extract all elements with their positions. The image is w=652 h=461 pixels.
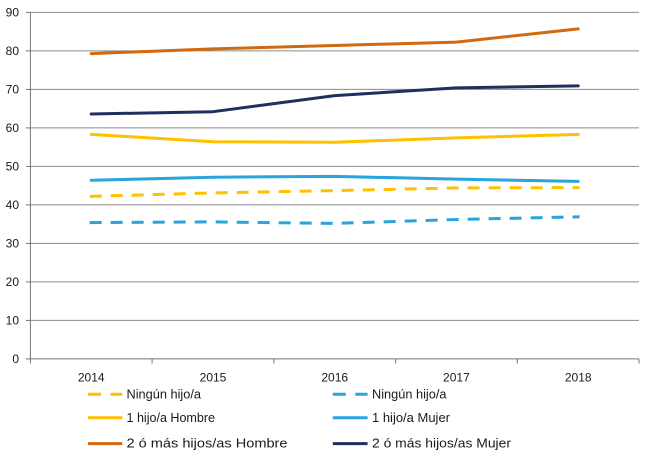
- svg-text:2017: 2017: [443, 371, 470, 385]
- svg-text:40: 40: [6, 198, 20, 212]
- svg-text:Ningún hijo/a: Ningún hijo/a: [127, 386, 202, 401]
- svg-text:0: 0: [12, 352, 19, 366]
- svg-text:2018: 2018: [565, 371, 592, 385]
- svg-text:70: 70: [6, 83, 20, 97]
- svg-text:80: 80: [6, 44, 20, 58]
- svg-text:1 hijo/a Mujer: 1 hijo/a Mujer: [372, 410, 451, 425]
- svg-text:2014: 2014: [78, 371, 105, 385]
- svg-text:30: 30: [6, 237, 20, 251]
- svg-text:2015: 2015: [200, 371, 227, 385]
- svg-text:10: 10: [6, 314, 20, 328]
- svg-text:2016: 2016: [321, 371, 348, 385]
- svg-text:90: 90: [6, 6, 20, 20]
- svg-text:1 hijo/a Hombre: 1 hijo/a Hombre: [127, 410, 216, 425]
- svg-text:2 ó más hijos/as Mujer: 2 ó más hijos/as Mujer: [372, 436, 512, 451]
- svg-text:2 ó más hijos/as Hombre: 2 ó más hijos/as Hombre: [127, 436, 288, 451]
- svg-text:50: 50: [6, 160, 20, 174]
- svg-text:Ningún hijo/a: Ningún hijo/a: [372, 386, 447, 401]
- svg-text:60: 60: [6, 121, 20, 135]
- svg-text:20: 20: [6, 275, 20, 289]
